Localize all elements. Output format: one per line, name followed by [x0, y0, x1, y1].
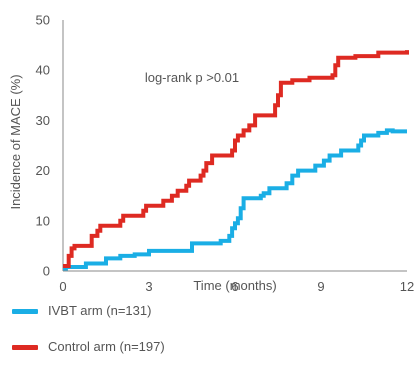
y-tick-label: 10 — [36, 213, 50, 228]
y-axis-title: Incidence of MACE (%) — [8, 74, 23, 209]
legend-label-control: Control arm (n=197) — [48, 339, 165, 354]
y-tick-label: 50 — [36, 13, 50, 28]
legend-item-ivbt: IVBT arm (n=131) — [12, 302, 312, 322]
legend-item-control: Control arm (n=197) — [12, 338, 312, 358]
y-tick-label: 0 — [43, 264, 50, 279]
y-tick-label: 30 — [36, 113, 50, 128]
x-tick-label: 12 — [400, 279, 414, 294]
x-tick-label: 0 — [59, 279, 66, 294]
legend-swatch-ivbt — [12, 309, 38, 314]
legend-label-ivbt: IVBT arm (n=131) — [48, 303, 152, 318]
x-tick-label: 6 — [231, 279, 238, 294]
series-layer — [63, 50, 409, 271]
y-tick-label: 20 — [36, 163, 50, 178]
x-axis-ticks: 0 3 6 9 12 — [59, 279, 414, 294]
x-axis-title: Time (months) — [193, 278, 276, 293]
y-tick-label: 40 — [36, 63, 50, 78]
control-series-line — [63, 50, 409, 268]
x-tick-label: 9 — [317, 279, 324, 294]
log-rank-annotation: log-rank p >0.01 — [145, 70, 239, 85]
y-axis-ticks: 0 10 20 30 40 50 — [36, 13, 50, 279]
x-tick-label: 3 — [145, 279, 152, 294]
legend-swatch-control — [12, 345, 38, 350]
ivbt-series-line — [63, 128, 407, 271]
